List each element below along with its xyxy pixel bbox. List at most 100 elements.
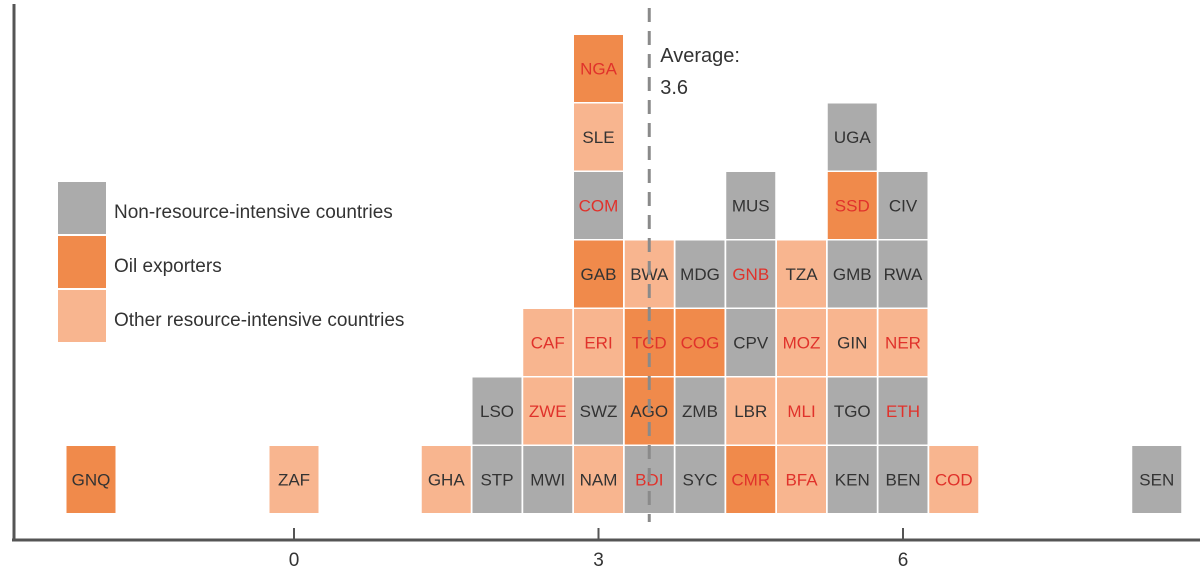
country-cell-bg (878, 377, 928, 445)
country-cell-tza: TZA (777, 240, 826, 308)
country-cell-bg (421, 446, 471, 513)
legend-label: Other resource-intensive countries (114, 310, 404, 331)
country-cell-bg (777, 446, 826, 513)
country-cell-ssd: SSD (827, 172, 877, 239)
country-cell-ner: NER (878, 309, 928, 376)
average-marker: Average: 3.6 (647, 8, 740, 522)
country-cell-uga: UGA (827, 103, 877, 171)
country-cell-bg (66, 446, 116, 513)
legend-label: Oil exporters (114, 256, 222, 277)
country-cell-gab: GAB (574, 240, 623, 308)
country-code-label: NGA (580, 60, 618, 79)
country-cell-cog: COG (675, 309, 725, 376)
country-cell-bg (929, 446, 979, 513)
x-tick-label: 3 (593, 550, 604, 571)
country-cell-gnb: GNB (726, 240, 776, 308)
country-cell-bg (523, 309, 573, 376)
country-code-label: RWA (884, 265, 923, 284)
country-cell-bg (827, 103, 877, 171)
country-cell-bg (574, 309, 623, 376)
country-code-label: GIN (837, 334, 867, 353)
country-code-label: ZWE (529, 402, 567, 421)
country-cell-bg (827, 309, 877, 376)
average-label: Average: (660, 45, 740, 67)
country-cell-bg (523, 446, 573, 513)
country-code-label: BEN (886, 471, 921, 490)
country-code-label: ZAF (278, 471, 310, 490)
country-code-label: ZMB (682, 402, 718, 421)
country-cell-lso: LSO (472, 377, 522, 445)
country-cell-bg (878, 172, 928, 239)
country-cell-bg (878, 309, 928, 376)
country-cell-moz: MOZ (777, 309, 826, 376)
country-code-label: SSD (835, 197, 870, 216)
country-cell-bg (726, 377, 776, 445)
country-code-label: LSO (480, 402, 514, 421)
country-code-label: ETH (886, 402, 920, 421)
country-cell-swz: SWZ (574, 377, 623, 445)
country-cell-bg (777, 377, 826, 445)
country-code-label: TGO (834, 402, 871, 421)
country-code-label: MOZ (783, 334, 821, 353)
country-cell-bg (675, 240, 725, 308)
country-cell-sen: SEN (1132, 446, 1182, 513)
country-cell-nam: NAM (574, 446, 623, 513)
country-cell-eth: ETH (878, 377, 928, 445)
country-code-label: GHA (428, 471, 466, 490)
average-value: 3.6 (660, 77, 688, 99)
country-code-label: KEN (835, 471, 870, 490)
country-code-label: SEN (1139, 471, 1174, 490)
legend-label: Non-resource-intensive countries (114, 202, 393, 223)
country-cell-cod: COD (929, 446, 979, 513)
country-code-label: MUS (732, 197, 770, 216)
country-cell-bg (827, 172, 877, 239)
legend-swatch (58, 182, 106, 234)
country-code-label: MLI (787, 402, 815, 421)
country-code-label: NAM (580, 471, 618, 490)
country-cell-bg (675, 446, 725, 513)
country-code-label: NER (885, 334, 921, 353)
country-code-label: SLE (582, 128, 614, 147)
country-cell-cpv: CPV (726, 309, 776, 376)
country-code-label: UGA (834, 128, 872, 147)
country-code-label: GNQ (72, 471, 111, 490)
country-cell-rwa: RWA (878, 240, 928, 308)
country-cell-bfa: BFA (777, 446, 826, 513)
country-cell-bg (472, 446, 522, 513)
country-cell-gin: GIN (827, 309, 877, 376)
country-code-label: CMR (731, 471, 770, 490)
country-cell-civ: CIV (878, 172, 928, 239)
country-cell-gha: GHA (421, 446, 471, 513)
country-code-label: GNB (732, 265, 769, 284)
country-cell-zmb: ZMB (675, 377, 725, 445)
country-cell-zwe: ZWE (523, 377, 573, 445)
country-code-label: GAB (581, 265, 617, 284)
country-cell-ken: KEN (827, 446, 877, 513)
country-cell-bg (675, 377, 725, 445)
country-cell-bg (726, 309, 776, 376)
country-cell-caf: CAF (523, 309, 573, 376)
country-cell-bg (574, 103, 623, 171)
country-cell-bg (269, 446, 319, 513)
country-cell-bg (472, 377, 522, 445)
country-cell-bg (1132, 446, 1182, 513)
country-code-label: MDG (680, 265, 720, 284)
country-cell-ben: BEN (878, 446, 928, 513)
country-cell-bg (827, 240, 877, 308)
country-cell-mwi: MWI (523, 446, 573, 513)
country-cell-bg (827, 377, 877, 445)
country-cells: GNQ ZAF GHA STP LSO MWI ZWE CAF NAM SWZ ERI GAB COM S… (66, 35, 1182, 513)
country-cell-mus: MUS (726, 172, 776, 239)
country-cell-tgo: TGO (827, 377, 877, 445)
country-cell-bg (726, 172, 776, 239)
country-cell-bg (777, 240, 826, 308)
country-cell-mli: MLI (777, 377, 826, 445)
legend: Non-resource-intensive countries Oil expo… (58, 182, 404, 342)
country-cell-mdg: MDG (675, 240, 725, 308)
country-code-label: CAF (531, 334, 565, 353)
country-code-label: SYC (683, 471, 718, 490)
country-code-label: BFA (785, 471, 818, 490)
country-cell-bg (726, 240, 776, 308)
country-cell-bg (523, 377, 573, 445)
country-code-label: LBR (734, 402, 767, 421)
